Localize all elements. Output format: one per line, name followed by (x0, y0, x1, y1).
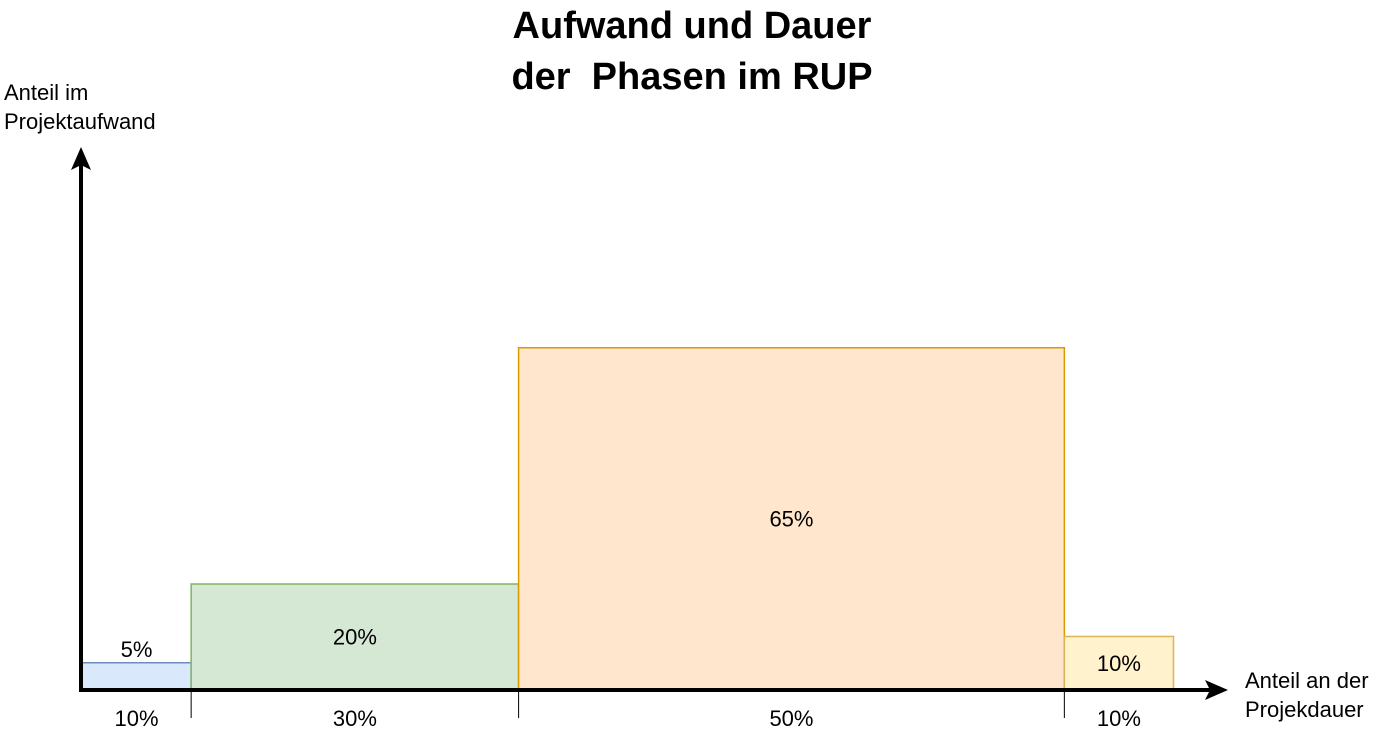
y-axis-arrowhead (71, 147, 91, 170)
duration-label-3: 50% (769, 706, 813, 731)
chart-title-line-2: der Phasen im RUP (511, 56, 873, 98)
effort-label-2: 20% (333, 625, 377, 650)
phase-bar-3 (517, 347, 1066, 690)
phase-bar-1 (81, 662, 192, 690)
duration-label-1: 10% (115, 706, 159, 731)
effort-label-3: 65% (769, 506, 813, 531)
duration-label-4: 10% (1097, 706, 1141, 731)
effort-label-1: 5% (121, 637, 153, 662)
duration-label-2: 30% (333, 706, 377, 731)
y-axis-label-line-1: Anteil im (4, 80, 89, 105)
chart-title-line-1: Aufwand und Dauer (512, 5, 872, 47)
x-axis-label-line-2: Projekdauer (1245, 697, 1364, 722)
y-axis-label-line-2: Projektaufwand (4, 109, 156, 134)
x-axis-arrowhead (1205, 680, 1228, 700)
effort-label-4: 10% (1097, 651, 1141, 676)
x-axis-label-line-1: Anteil an der (1245, 668, 1369, 693)
